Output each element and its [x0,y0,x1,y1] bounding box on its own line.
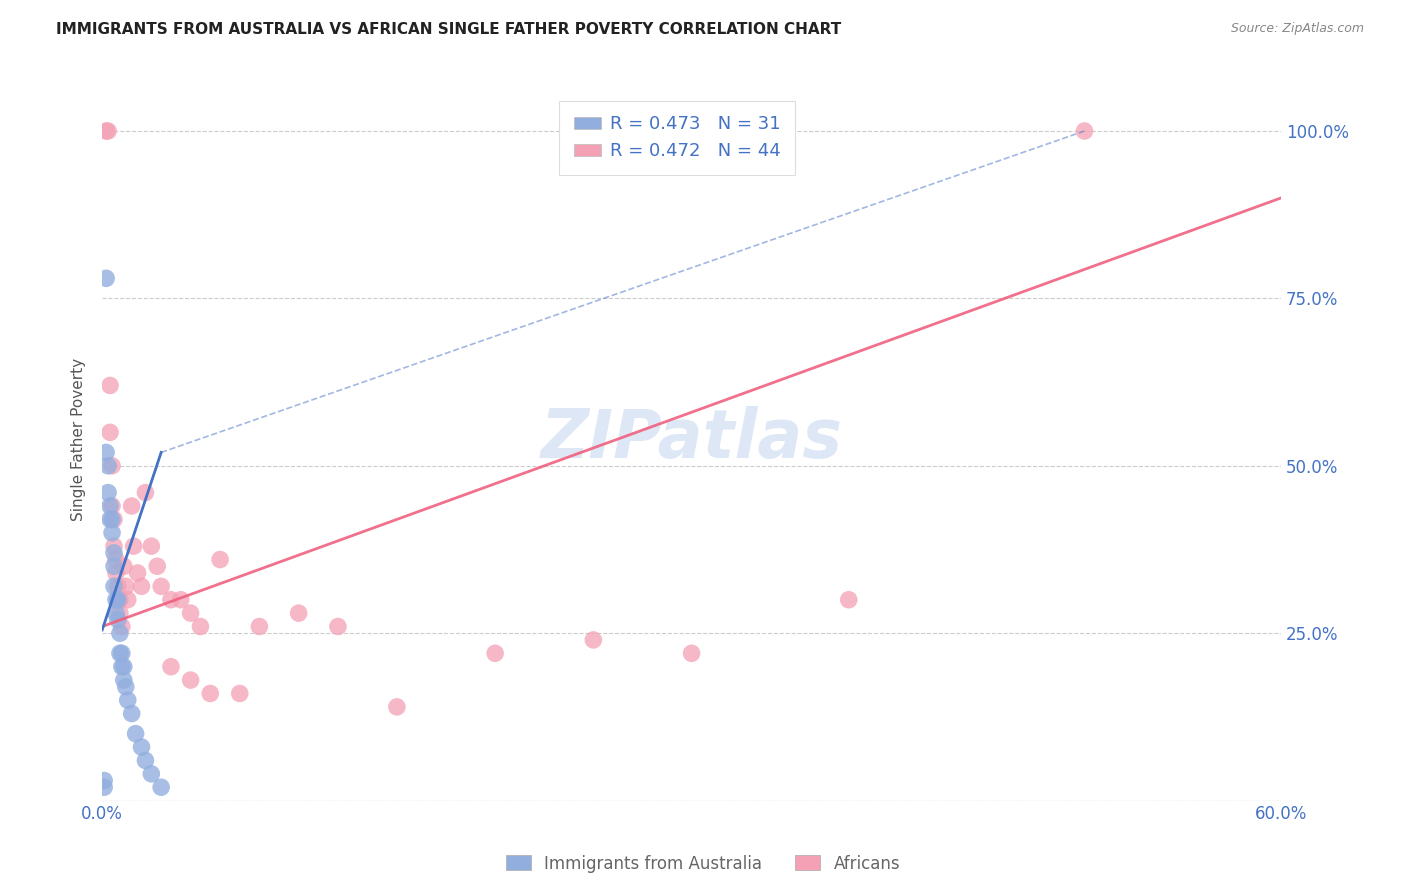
Point [484,646,506,660]
Point [124,726,146,740]
Point [104,552,127,566]
Point [134,754,156,768]
Point [287,606,309,620]
Point [131,740,153,755]
Point [97,124,120,138]
Point [170,592,193,607]
Point [229,686,252,700]
Point [111,646,134,660]
Point [114,680,136,694]
Y-axis label: Single Father Poverty: Single Father Poverty [72,358,86,521]
Point [141,767,163,781]
Point [107,592,129,607]
Point [104,592,127,607]
Point [98,512,121,526]
Point [94,271,117,285]
Point [1073,124,1095,138]
Text: Source: ZipAtlas.com: Source: ZipAtlas.com [1230,22,1364,36]
Point [101,525,124,540]
Point [104,606,127,620]
Point [108,646,131,660]
Point [121,706,143,721]
Point [117,693,139,707]
Point [112,559,135,574]
Point [107,613,129,627]
Point [97,458,120,473]
Point [681,646,703,660]
Point [582,632,605,647]
Point [98,499,121,513]
Point [247,619,270,633]
Point [103,559,125,574]
Point [94,445,117,459]
Point [112,659,135,673]
Point [104,566,127,580]
Point [117,592,139,607]
Point [127,566,149,580]
Point [103,512,125,526]
Point [326,619,349,633]
Point [111,659,134,673]
Text: IMMIGRANTS FROM AUSTRALIA VS AFRICAN SINGLE FATHER POVERTY CORRELATION CHART: IMMIGRANTS FROM AUSTRALIA VS AFRICAN SIN… [56,22,841,37]
Point [101,512,124,526]
Point [93,773,115,788]
Point [112,673,135,687]
Point [134,485,156,500]
Point [385,699,408,714]
Point [190,619,212,633]
Point [101,499,124,513]
Point [111,619,134,633]
Point [141,539,163,553]
Point [146,559,169,574]
Point [98,425,121,440]
Point [180,606,202,620]
Point [209,552,232,566]
Point [108,606,131,620]
Point [107,592,129,607]
Point [98,378,121,392]
Text: ZIPatlas: ZIPatlas [540,406,842,472]
Point [121,499,143,513]
Point [122,539,145,553]
Point [107,579,129,593]
Point [94,124,117,138]
Point [160,659,183,673]
Point [180,673,202,687]
Point [108,592,131,607]
Point [103,546,125,560]
Point [103,539,125,553]
Point [101,458,124,473]
Point [200,686,222,700]
Point [838,592,860,607]
Point [97,485,120,500]
Point [114,579,136,593]
Point [150,780,173,795]
Legend: Immigrants from Australia, Africans: Immigrants from Australia, Africans [499,848,907,880]
Point [160,592,183,607]
Point [93,780,115,795]
Point [103,579,125,593]
Point [150,579,173,593]
Point [131,579,153,593]
Legend: R = 0.473   N = 31, R = 0.472   N = 44: R = 0.473 N = 31, R = 0.472 N = 44 [560,101,794,175]
Point [108,626,131,640]
